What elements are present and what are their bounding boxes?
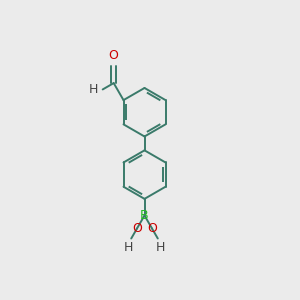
Text: H: H — [155, 241, 165, 254]
Text: O: O — [147, 222, 157, 235]
Text: O: O — [132, 222, 142, 235]
Text: B: B — [140, 209, 149, 222]
Text: O: O — [109, 49, 118, 62]
Text: H: H — [124, 241, 134, 254]
Text: H: H — [89, 83, 98, 96]
